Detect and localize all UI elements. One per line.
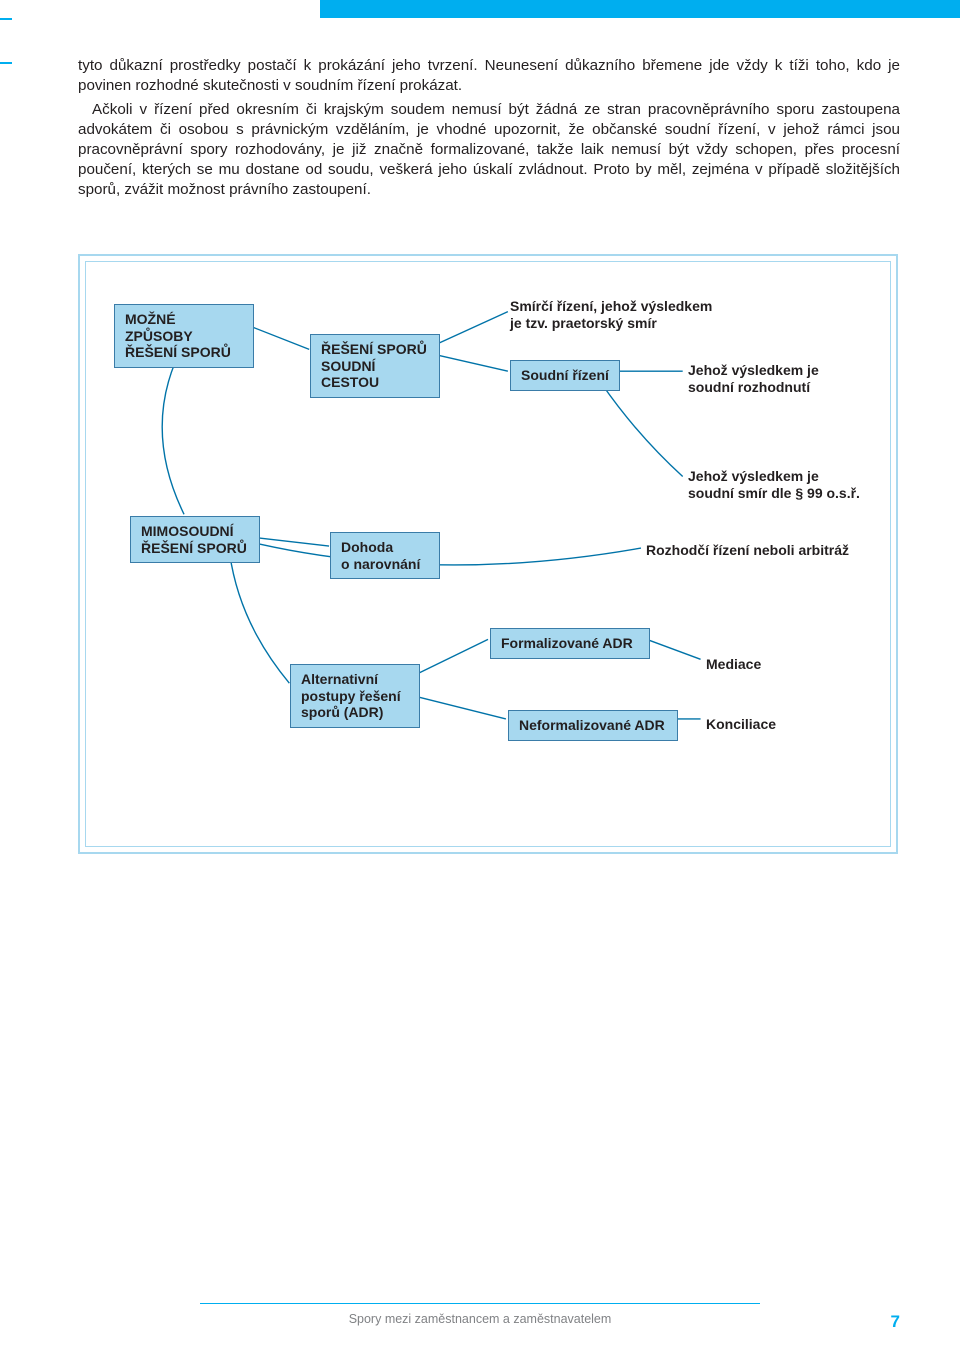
footer-rule [200,1303,760,1304]
diagram-node: Jehož výsledkem je soudní smír dle § 99 … [688,466,888,503]
page-accent-left [0,18,12,64]
diagram-node: Alternativní postupy řešení sporů (ADR) [290,664,420,728]
diagram-node: Mediace [706,654,796,675]
paragraph-2: Ačkoli v řízení před okresním či krajský… [78,100,900,200]
diagram-node: Formalizované ADR [490,628,650,659]
paragraph-1: tyto důkazní prostředky postačí k prokáz… [78,56,900,96]
footer-text: Spory mezi zaměstnancem a zaměstnavatele… [349,1312,612,1326]
page-number: 7 [891,1312,900,1332]
diagram-node: Jehož výsledkem je soudní rozhodnutí [688,360,858,397]
diagram-node: MIMOSOUDNÍ ŘEŠENÍ SPORŮ [130,516,260,563]
diagram-frame: MOŽNÉ ZPŮSOBY ŘEŠENÍ SPORŮ ŘEŠENÍ SPORŮ S… [78,254,898,854]
page-footer: Spory mezi zaměstnancem a zaměstnavatele… [0,1303,960,1328]
diagram-node: Dohoda o narovnání [330,532,440,579]
diagram-node: Neformalizované ADR [508,710,678,741]
diagram-node: Konciliace [706,714,806,735]
page-content: tyto důkazní prostředky postačí k prokáz… [78,56,900,854]
diagram-node: Rozhodčí řízení neboli arbitráž [646,540,856,561]
diagram-node: Smírčí řízení, jehož výsledkem je tzv. p… [510,296,720,333]
diagram-node: ŘEŠENÍ SPORŮ SOUDNÍ CESTOU [310,334,440,398]
diagram-node: Soudní řízení [510,360,620,391]
diagram-node: MOŽNÉ ZPŮSOBY ŘEŠENÍ SPORŮ [114,304,254,368]
page-accent-top [320,0,960,18]
